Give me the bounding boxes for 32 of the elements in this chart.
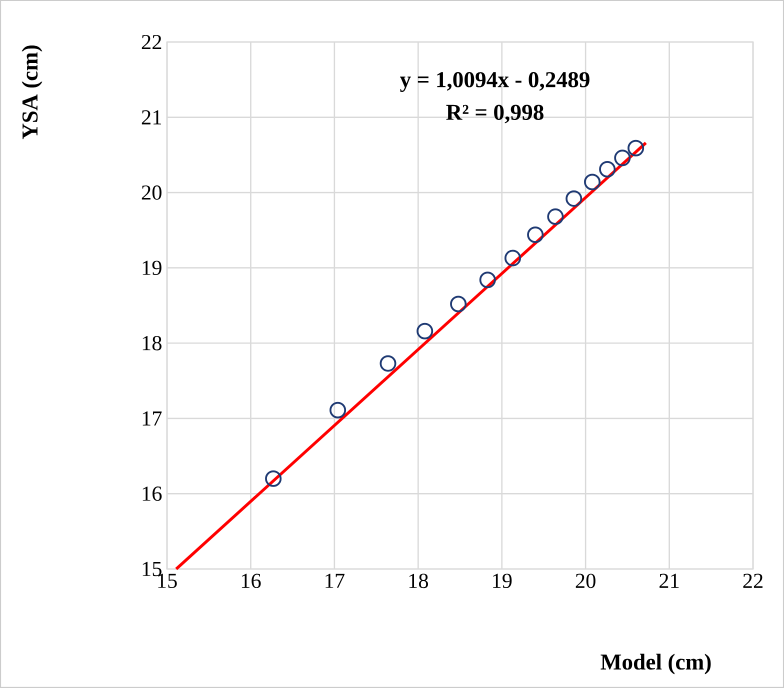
- point: [504, 250, 522, 266]
- point: [566, 190, 582, 207]
- point: [479, 272, 496, 288]
- point: [527, 226, 544, 243]
- x-tick-label: 20: [576, 574, 596, 588]
- point: [265, 470, 282, 487]
- x-tick-label: 18: [409, 574, 428, 588]
- y-axis-title: YSA (cm): [22, 45, 42, 140]
- point: [584, 174, 601, 190]
- x-tick-label: 16: [242, 574, 261, 588]
- y-tick-label: 16: [142, 486, 162, 501]
- y-tick-label: 22: [142, 34, 162, 50]
- point: [416, 322, 434, 340]
- x-tick-label: 19: [493, 574, 512, 588]
- y-tick-label: 17: [142, 411, 162, 426]
- point: [450, 296, 467, 312]
- x-axis-title: Model (cm): [600, 654, 711, 674]
- x-tick-label: 17: [326, 574, 344, 588]
- y-tick-label: 20: [142, 185, 162, 200]
- point: [599, 160, 616, 178]
- point: [547, 208, 564, 225]
- point: [330, 402, 346, 418]
- point: [380, 355, 396, 372]
- point: [628, 140, 644, 156]
- y-tick-label: 19: [142, 260, 162, 276]
- annotation: R² = 0,998: [446, 104, 544, 124]
- x-tick-label: 22: [743, 574, 763, 588]
- annotation: y = 1,0094x - 0,2489: [400, 72, 590, 92]
- y-tick-label: 21: [142, 110, 162, 124]
- x-tick-label: 21: [660, 574, 679, 588]
- y-tick-label: 18: [142, 336, 162, 350]
- point: [614, 150, 631, 166]
